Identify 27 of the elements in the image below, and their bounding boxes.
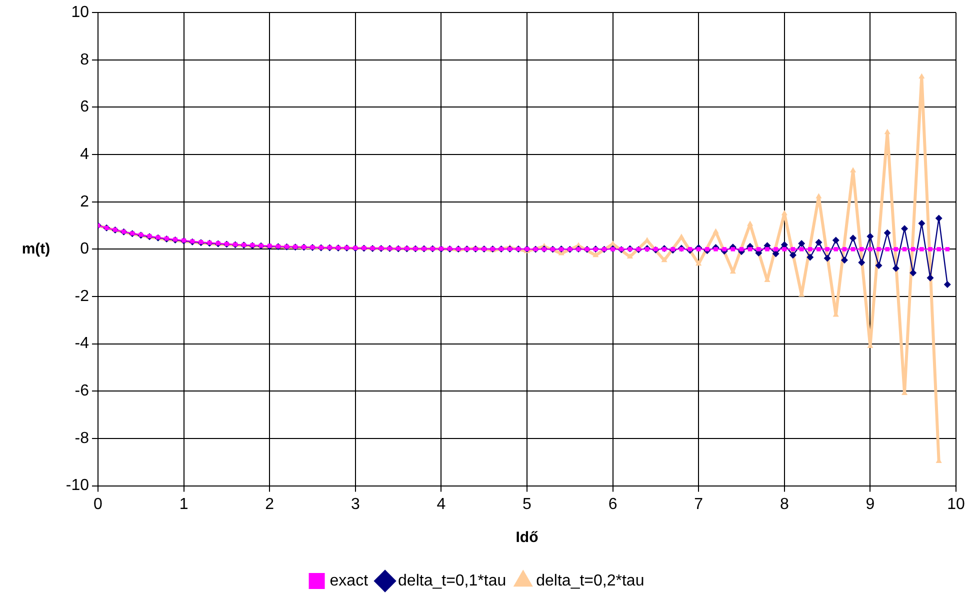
y-tick-label: 0 — [80, 240, 90, 258]
y-tick-label: -2 — [74, 288, 90, 305]
y-tick-label: -4 — [74, 335, 90, 352]
y-tick-label: -8 — [74, 430, 90, 447]
x-axis-title: Idő — [516, 529, 538, 546]
y-tick-label: 6 — [80, 98, 90, 116]
legend-label: delta_t=0,1*tau — [398, 572, 506, 590]
y-tick-label: -10 — [66, 477, 90, 494]
x-tick-label: 5 — [522, 496, 532, 513]
x-tick-label: 3 — [350, 496, 360, 513]
legend-label: delta_t=0,2*tau — [536, 572, 644, 590]
x-tick-label: 1 — [179, 496, 188, 513]
x-tick-label: 9 — [866, 496, 875, 513]
y-tick-label: 4 — [80, 146, 90, 163]
y-tick-label: 8 — [80, 51, 90, 68]
x-tick-label: 0 — [94, 496, 103, 513]
y-tick-label: 2 — [80, 193, 90, 210]
x-tick-label: 8 — [780, 496, 789, 513]
y-tick-label: 10 — [71, 4, 90, 22]
legend-label: exact — [330, 572, 369, 590]
y-tick-label: -6 — [74, 382, 90, 400]
x-tick-label: 4 — [436, 496, 446, 513]
x-tick-label: 6 — [608, 496, 618, 513]
y-axis-title: m(t) — [22, 240, 50, 258]
x-tick-label: 7 — [694, 496, 704, 513]
x-tick-label: 10 — [947, 496, 965, 513]
x-tick-label: 2 — [265, 496, 274, 513]
